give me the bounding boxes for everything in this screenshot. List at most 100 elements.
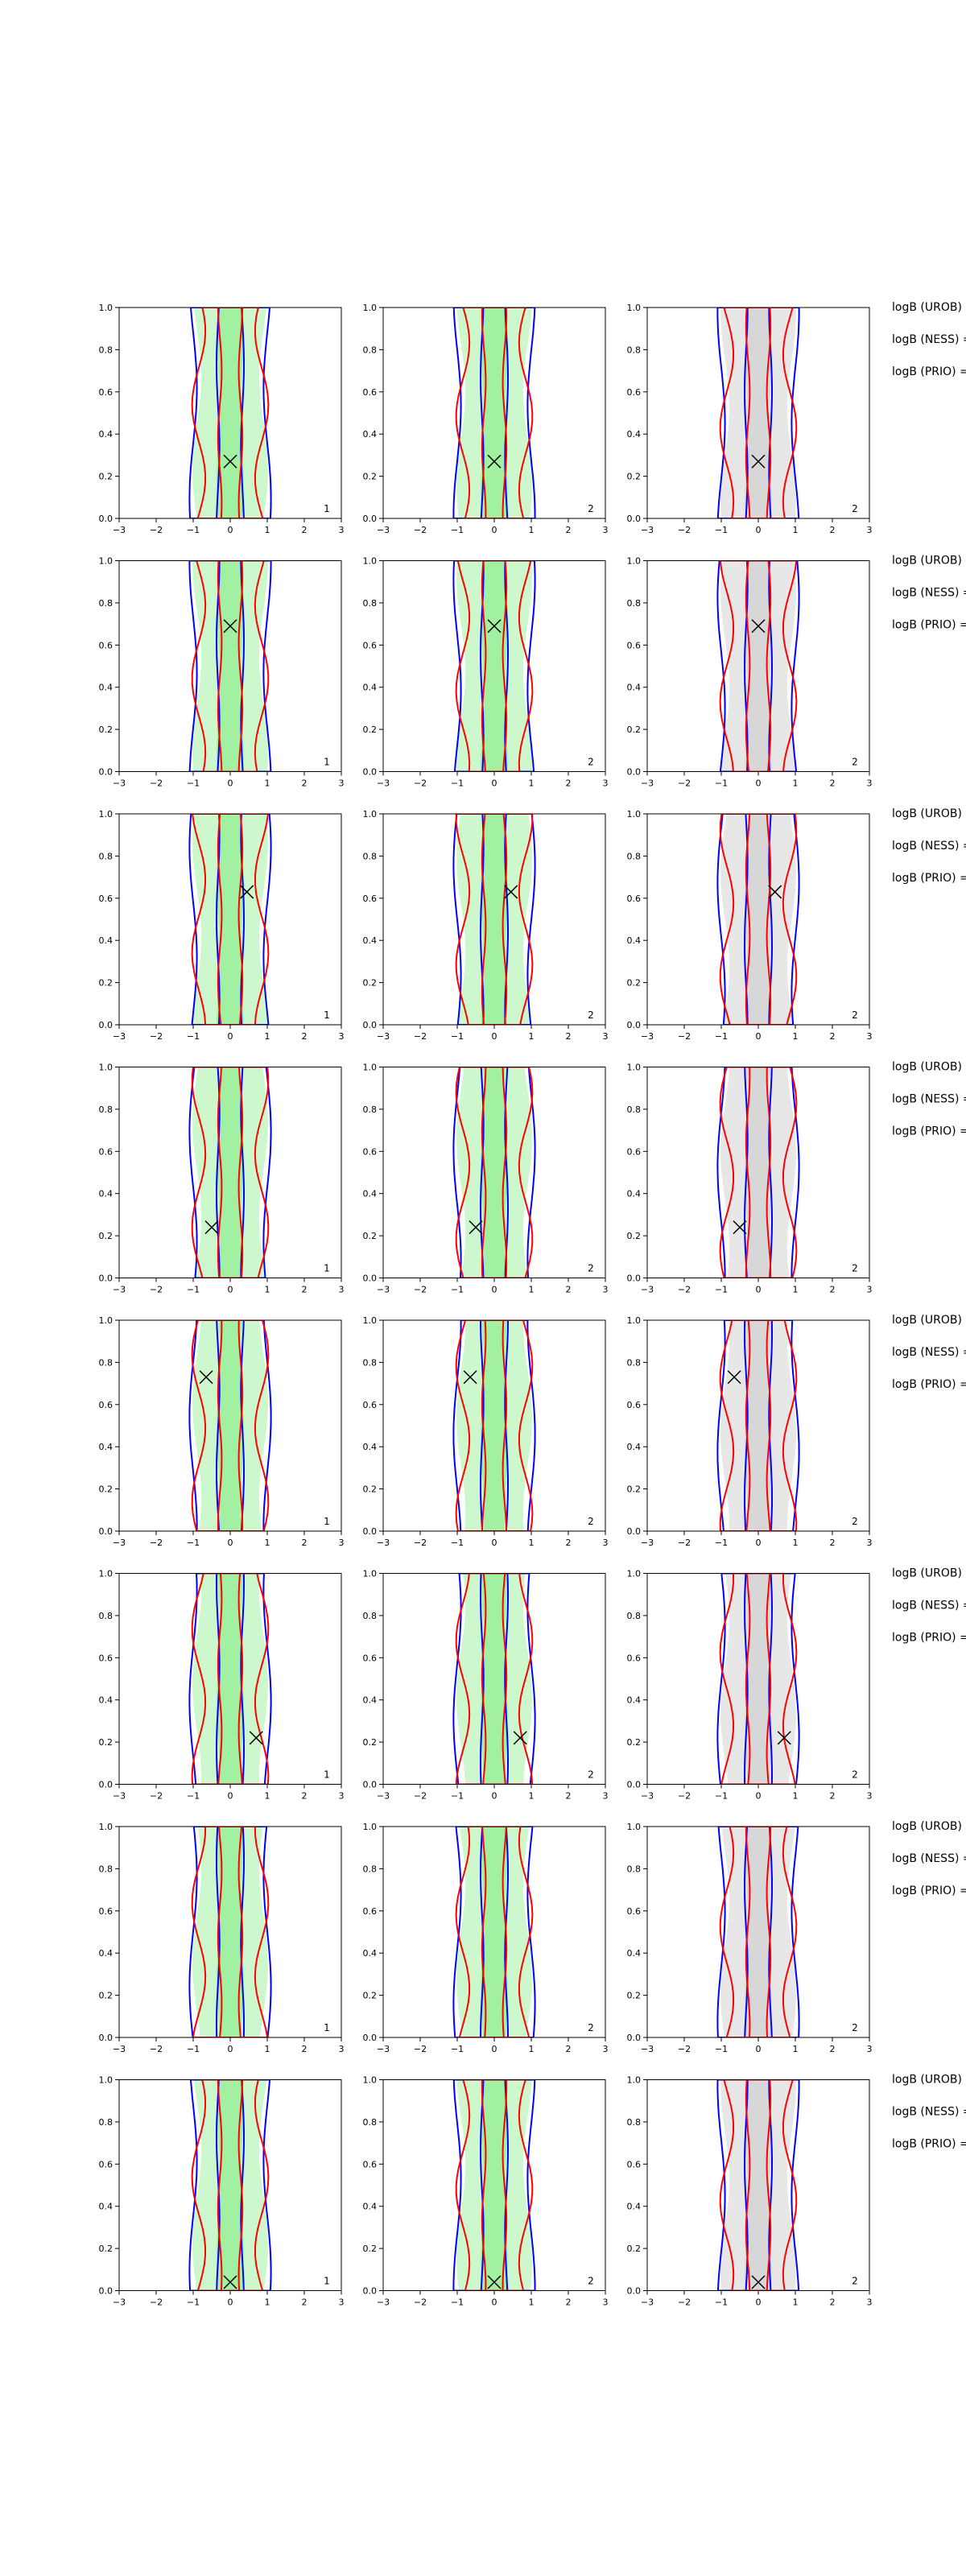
panel-r8-c3: −3 −2 −1 0 1 2 30.00.20.40.60.81.02 <box>627 2075 873 2308</box>
blue-contour-outer <box>188 1827 272 2037</box>
panel-r4-c1: −3 −2 −1 0 1 2 3 0.0 0.2 0.4 0.6 0.8 1.0 1 <box>99 1063 345 1295</box>
red-contour-outer <box>191 560 270 772</box>
logb-label: logB (PRIO) = <box>892 619 966 632</box>
x-tick-label: −1 <box>451 1031 464 1042</box>
red-contour-outer <box>455 2079 534 2291</box>
y-tick-label: 0.6 <box>99 1653 114 1663</box>
x-tick-label: 3 <box>603 525 609 535</box>
logb-label: logB (NESS) = <box>892 1346 966 1359</box>
panel-r5-c2: −3 −2 −1 0 1 2 3 0.0 0.2 0.4 0.6 0.8 1.0 2 <box>363 1315 609 1548</box>
y-tick-label: 0.0 <box>363 514 378 524</box>
y-tick-label: 0.0 <box>627 2286 642 2297</box>
panel-corner-label: 1 <box>324 1263 330 1274</box>
green-density-fill <box>217 308 244 518</box>
x-tick-label: 0 <box>228 778 233 789</box>
logb-label: logB (NESS) = <box>892 333 966 346</box>
x-tick-label: 0 <box>756 1031 762 1042</box>
logb-label: logB (UROB) = <box>892 1061 966 1074</box>
x-marker <box>240 885 254 899</box>
red-contour-inner <box>481 2079 508 2291</box>
x-tick-label: 2 <box>566 525 572 535</box>
x-tick-label: 2 <box>830 1285 836 1295</box>
y-tick-label: 0.6 <box>99 1146 114 1157</box>
y-tick-label: 0.8 <box>99 1611 114 1621</box>
x-tick-label: 0 <box>492 778 497 789</box>
panel-plot-area <box>452 1827 536 2037</box>
x-tick-label: −3 <box>641 1031 654 1042</box>
panel-plot-area <box>716 814 800 1025</box>
x-tick-label: −1 <box>715 1285 728 1295</box>
blue-contour-inner <box>744 1067 773 1278</box>
logb-label: logB (PRIO) = <box>892 1885 966 1897</box>
panel-r3-c3: −3 −2 −1 0 1 2 30.00.20.40.60.81.02 <box>627 809 873 1042</box>
x-tick-label: −2 <box>678 1031 691 1042</box>
x-tick-label: 2 <box>566 2044 572 2054</box>
red-contour-inner <box>745 1573 772 1785</box>
x-marker <box>513 1731 527 1745</box>
blue-contour-outer <box>716 560 800 772</box>
x-marker <box>751 2275 766 2289</box>
x-tick-label: 1 <box>265 2297 270 2308</box>
panel-plot-area <box>452 1573 536 1785</box>
y-tick-label: 0.8 <box>363 1104 378 1115</box>
y-tick-label: 0.4 <box>627 429 642 440</box>
y-tick-label: 0.6 <box>99 2159 114 2169</box>
red-contour-outer <box>191 814 270 1025</box>
red-contour-outer <box>455 1573 534 1785</box>
x-tick-label: 2 <box>302 525 308 535</box>
x-tick-label: 3 <box>867 1031 873 1042</box>
y-tick-label: 1.0 <box>99 556 114 567</box>
red-contour-inner <box>481 308 508 518</box>
blue-contour-outer <box>452 1320 536 1531</box>
red-contour-inner <box>217 308 244 518</box>
x-tick-label: 1 <box>265 778 270 789</box>
x-tick-label: 1 <box>529 1285 535 1295</box>
red-contour-outer <box>191 1573 270 1785</box>
y-tick-label: 0.6 <box>363 1906 378 1917</box>
logb-label: logB (UROB) = <box>892 301 966 314</box>
x-tick-label: 3 <box>867 1285 873 1295</box>
x-tick-label: 2 <box>830 1791 836 1802</box>
y-tick-label: 1.0 <box>363 1822 378 1832</box>
panel-corner-label: 2 <box>588 1009 594 1021</box>
y-tick-label: 0.2 <box>627 1737 642 1748</box>
y-tick-label: 0.4 <box>363 1695 378 1706</box>
x-tick-label: 2 <box>566 1031 572 1042</box>
y-tick-label: 0.8 <box>627 598 642 609</box>
logb-label: logB (NESS) = <box>892 1852 966 1865</box>
y-tick-label: 0.0 <box>363 2286 378 2297</box>
row-2-logb-labels: logB (UROB) = logB (NESS) = logB (PRIO) = <box>892 555 966 632</box>
x-tick-label: 1 <box>529 2297 535 2308</box>
x-tick-label: 1 <box>529 1031 535 1042</box>
x-tick-label: 3 <box>867 2297 873 2308</box>
red-contour-outer <box>455 560 534 772</box>
blue-contour-outer <box>188 1320 272 1531</box>
blue-contour-outer <box>452 560 536 772</box>
blue-contour-outer <box>452 814 536 1025</box>
x-marker <box>751 619 766 634</box>
y-tick-label: 0.2 <box>363 1484 378 1495</box>
grey-density-fill <box>745 814 772 1025</box>
x-tick-label: −1 <box>715 2044 728 2054</box>
x-tick-label: 2 <box>566 1791 572 1802</box>
red-contour-inner <box>217 1320 244 1531</box>
x-tick-label: −2 <box>150 525 163 535</box>
x-tick-label: 1 <box>793 525 799 535</box>
panel-corner-label: 2 <box>852 757 858 768</box>
x-tick-label: 2 <box>830 2044 836 2054</box>
logb-label: logB (UROB) = <box>892 1314 966 1327</box>
x-tick-label: 0 <box>228 1791 233 1802</box>
y-tick-label: 0.0 <box>363 1526 378 1537</box>
red-contour-inner <box>217 2079 244 2291</box>
y-tick-label: 0.8 <box>99 2117 114 2128</box>
red-contour-inner <box>217 1067 244 1278</box>
green-density-fill <box>481 560 508 772</box>
panel-corner-label: 2 <box>588 1769 594 1781</box>
panel-r7-c3: −3 −2 −1 0 1 2 3 0.0 0.2 0.4 0.6 0.8 1.0 2 <box>627 1822 873 2054</box>
x-marker <box>223 619 237 634</box>
x-tick-label: −1 <box>715 525 728 535</box>
row-5-logb-labels: logB (UROB) = logB (NESS) = logB (PRIO) = <box>892 1314 966 1391</box>
y-tick-label: 0.6 <box>99 894 114 904</box>
y-tick-label: 0.4 <box>363 683 378 693</box>
panel-r2-c1: −3 −2 −1 0 1 2 3 0.0 0.2 0.4 0.6 0.8 1.0 1 <box>99 556 345 789</box>
